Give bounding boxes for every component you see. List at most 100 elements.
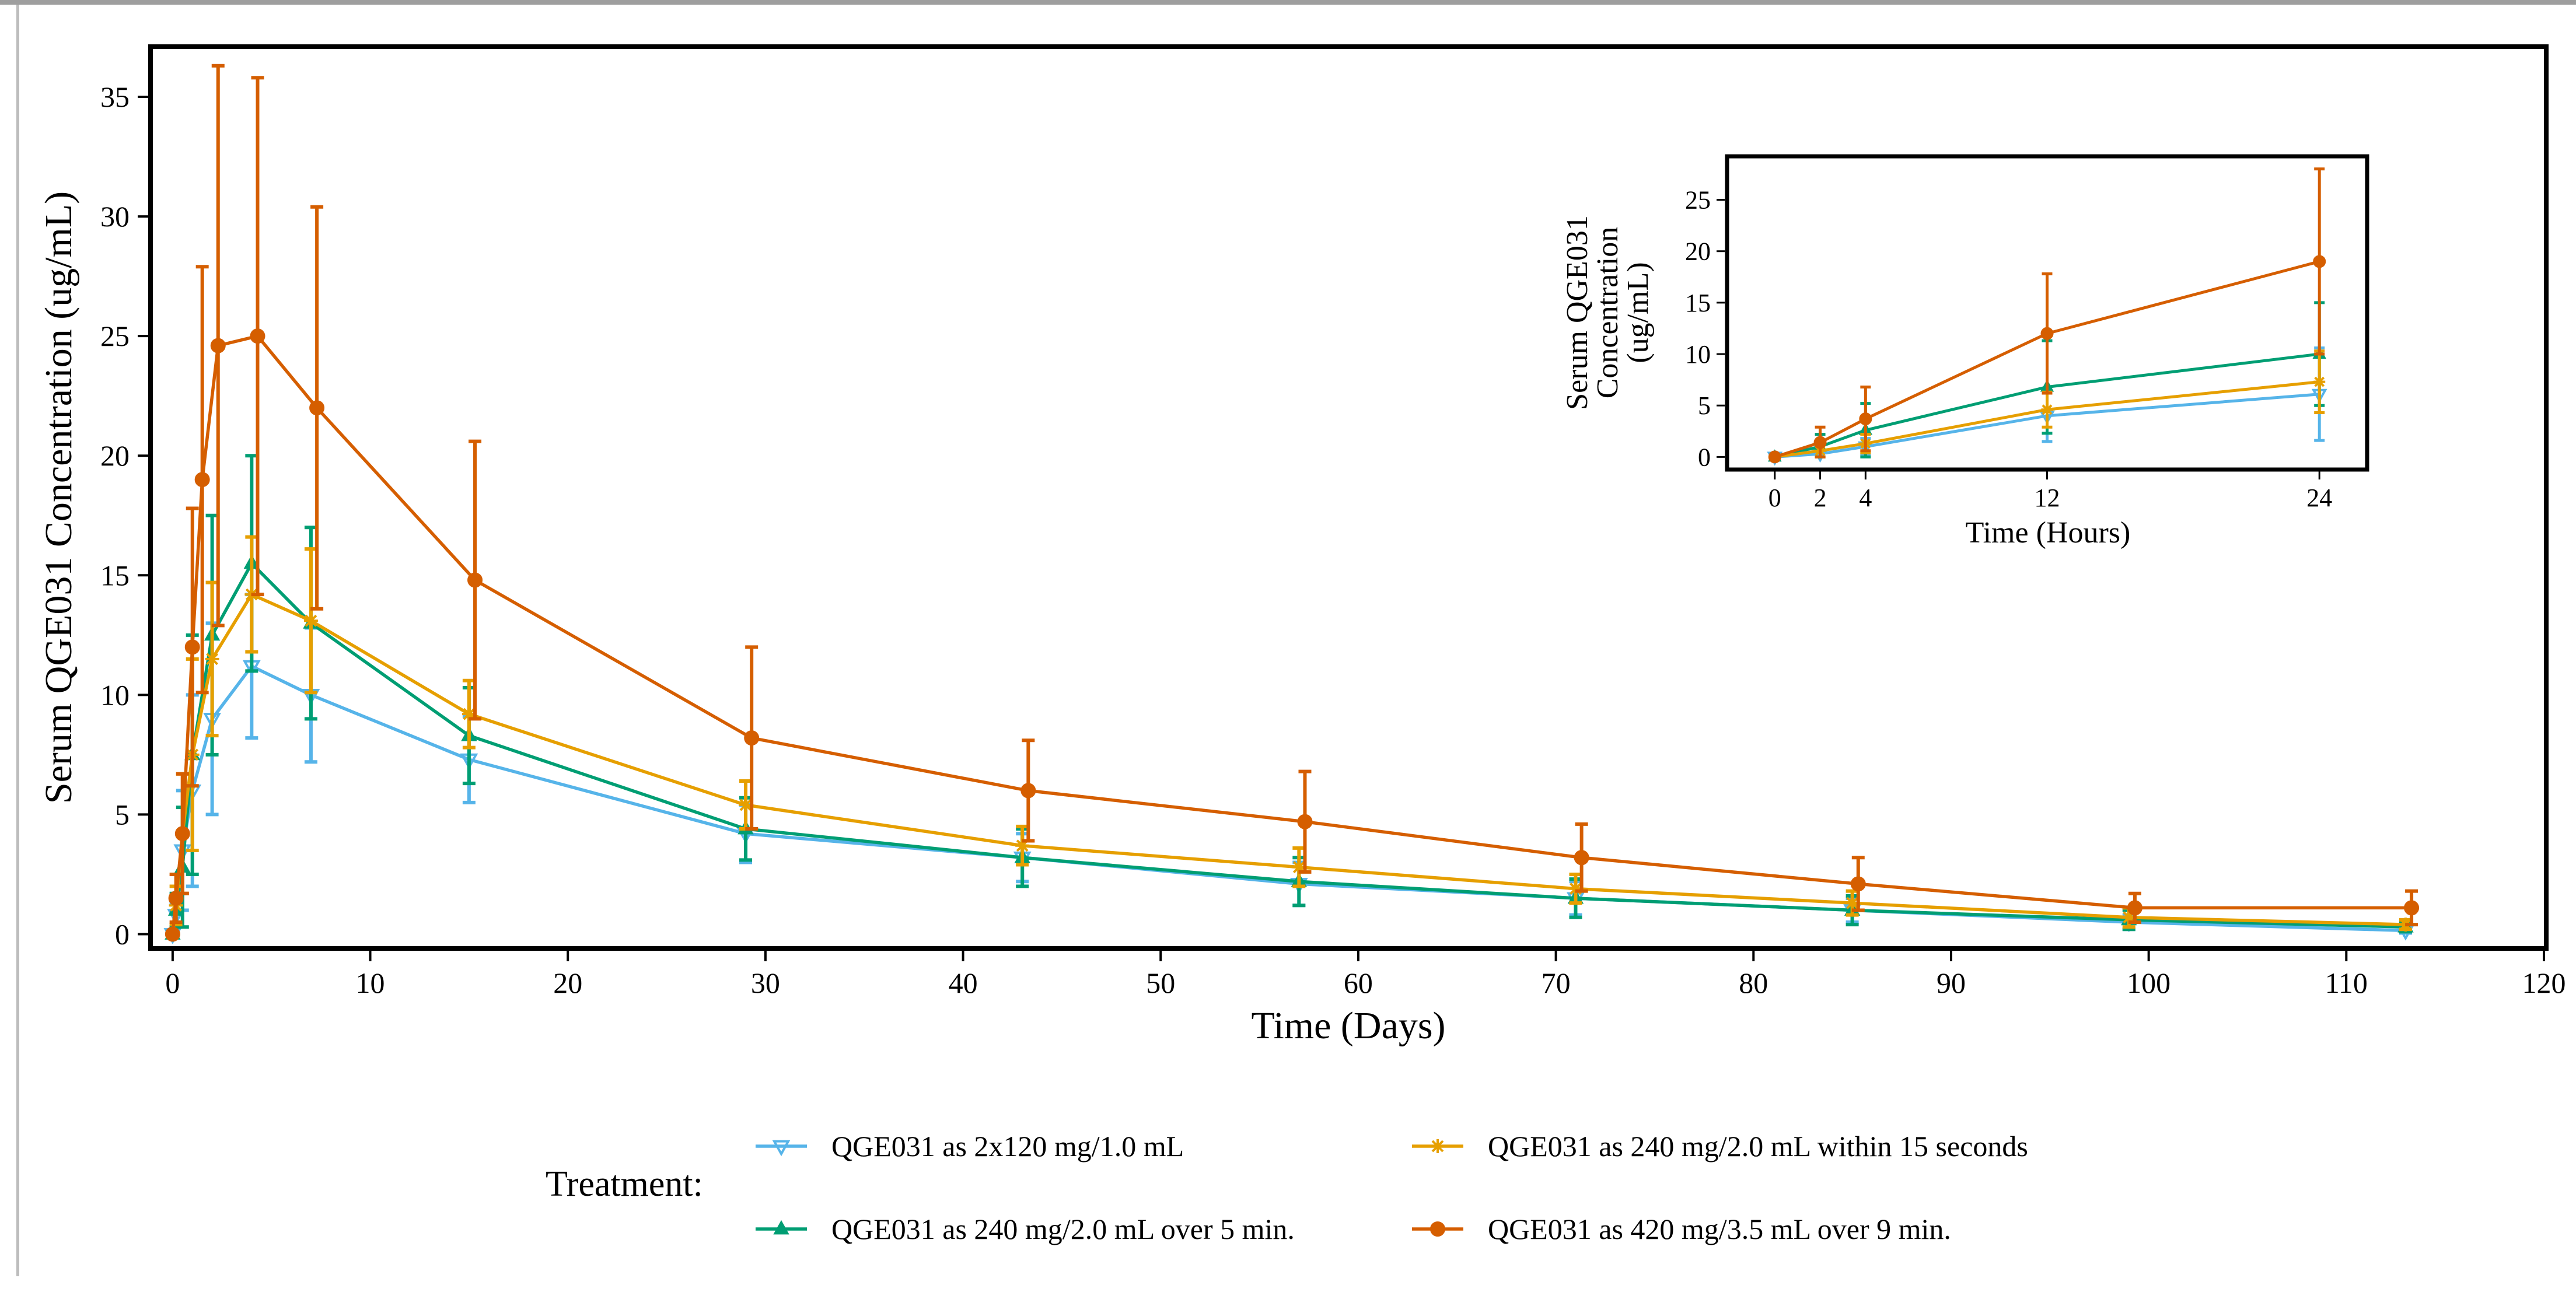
data-point — [462, 707, 476, 722]
y-axis-title: Serum QGE031 Concentration (ug/mL) — [37, 191, 80, 804]
data-point — [467, 572, 483, 588]
data-point — [2121, 910, 2136, 925]
data-point — [250, 328, 265, 344]
inset-x-axis-title: Time (Hours) — [1966, 516, 2131, 549]
y-tick-label: 5 — [115, 798, 130, 831]
inset-x-tick-label: 24 — [2306, 484, 2332, 512]
legend-item-2: QGE031 as 240 mg/2.0 mL over 5 min. — [756, 1213, 1295, 1245]
inset-series-4 — [1768, 167, 2326, 464]
data-point — [194, 472, 210, 488]
inset-x-tick-label: 12 — [2035, 484, 2060, 512]
data-point — [744, 730, 760, 746]
x-tick-label: 90 — [1937, 967, 1966, 999]
inset-ylabel-line-2: Concentration — [1591, 227, 1624, 399]
data-point — [2127, 900, 2142, 916]
x-axis-title: Time (Days) — [1251, 1004, 1445, 1047]
inset-ylabel-line-3: (ug/mL) — [1621, 262, 1655, 363]
left-border-line — [16, 5, 19, 1276]
legend-swatch-marker — [1431, 1139, 1445, 1153]
x-tick-label: 120 — [2522, 967, 2566, 999]
series-4 — [165, 64, 2420, 942]
inset-y-tick-label: 10 — [1685, 340, 1711, 369]
data-point — [1850, 876, 1866, 892]
data-point — [1568, 881, 1583, 896]
series-1 — [163, 593, 2415, 944]
inset-data-point — [1813, 436, 1827, 449]
data-point — [1845, 896, 1860, 911]
legend-item-1: QGE031 as 2x120 mg/1.0 mL — [756, 1130, 1184, 1163]
legend-title: Treatment: — [546, 1164, 703, 1204]
x-tick-label: 40 — [949, 967, 978, 999]
legend-label: QGE031 as 240 mg/2.0 mL over 5 min. — [831, 1213, 1295, 1245]
inset-y-tick-label: 20 — [1685, 237, 1711, 266]
data-point — [210, 338, 226, 353]
main-axis-ticks: 0 10 20 30 40 50 60 70 80 90 100 110 120051015202530… — [100, 80, 2566, 999]
data-point — [1297, 814, 1313, 829]
x-tick-label: 30 — [751, 967, 780, 999]
inset-y-axis-title: Serum QGE031 Concentration (ug/mL) — [1561, 215, 1655, 410]
y-tick-label: 35 — [100, 80, 130, 113]
inset-y-tick-label: 0 — [1698, 443, 1711, 471]
x-tick-label: 70 — [1542, 967, 1571, 999]
data-point — [303, 614, 318, 628]
inset-data-point — [2040, 327, 2054, 340]
x-tick-label: 80 — [1739, 967, 1768, 999]
inset-data-point — [2313, 376, 2326, 388]
x-tick-label: 0 — [165, 967, 180, 999]
inset-ylabel-line-1: Serum QGE031 — [1561, 215, 1594, 410]
data-point — [174, 826, 190, 842]
legend-item-3: QGE031 as 240 mg/2.0 mL within 15 second… — [1412, 1130, 2028, 1163]
y-tick-label: 20 — [100, 439, 130, 472]
legend-label: QGE031 as 240 mg/2.0 mL within 15 second… — [1488, 1130, 2028, 1163]
inset-data-point — [1768, 450, 1781, 464]
y-tick-label: 30 — [100, 200, 130, 233]
y-tick-label: 0 — [115, 918, 130, 950]
inset-y-tick-label: 5 — [1698, 391, 1711, 420]
data-point — [2404, 900, 2420, 916]
data-point — [168, 890, 184, 906]
x-tick-label: 100 — [2127, 967, 2170, 999]
series-line — [171, 664, 2406, 934]
inset-y-tick-label: 25 — [1685, 186, 1711, 215]
data-point — [184, 639, 200, 655]
legend-item-4: QGE031 as 420 mg/3.5 mL over 9 min. — [1412, 1213, 1951, 1245]
data-point — [205, 652, 219, 666]
data-point — [1292, 860, 1306, 874]
inset-data-point — [2313, 255, 2326, 268]
x-tick-label: 60 — [1344, 967, 1373, 999]
x-tick-label: 110 — [2325, 967, 2368, 999]
y-tick-label: 25 — [100, 320, 130, 352]
data-point — [165, 926, 180, 942]
series-line — [171, 562, 2406, 934]
x-tick-label: 10 — [356, 967, 385, 999]
series-line — [171, 334, 2412, 934]
inset-series-layer — [1767, 167, 2327, 466]
data-point — [309, 400, 325, 416]
inset-x-tick-label: 4 — [1859, 484, 1872, 512]
inset-data-point — [1859, 412, 1872, 426]
inset-frame — [1725, 154, 2369, 472]
x-tick-label: 50 — [1146, 967, 1175, 999]
data-point — [1020, 783, 1036, 799]
legend-items: QGE031 as 2x120 mg/1.0 mL QGE031 as 240 m… — [756, 1130, 2028, 1245]
x-tick-label: 20 — [553, 967, 582, 999]
legend-swatch-marker — [772, 1140, 791, 1157]
legend-swatch-marker — [1430, 1221, 1445, 1237]
main-plot-frame — [148, 44, 2549, 951]
inset-data-point — [2041, 404, 2053, 416]
legend-label: QGE031 as 420 mg/3.5 mL over 9 min. — [1488, 1213, 1951, 1245]
inset-y-tick-label: 15 — [1685, 289, 1711, 317]
main-series-layer — [163, 64, 2420, 944]
y-tick-label: 15 — [100, 559, 130, 591]
top-border-line — [0, 0, 2576, 5]
data-point — [739, 798, 753, 813]
legend-label: QGE031 as 2x120 mg/1.0 mL — [831, 1130, 1184, 1163]
y-tick-label: 10 — [100, 678, 130, 711]
inset-x-tick-label: 2 — [1814, 484, 1827, 512]
legend: Treatment: QGE031 as 2x120 mg/1.0 mLQGE0… — [546, 1130, 2028, 1245]
data-point — [1574, 850, 1589, 866]
inset-x-tick-label: 0 — [1768, 484, 1781, 512]
